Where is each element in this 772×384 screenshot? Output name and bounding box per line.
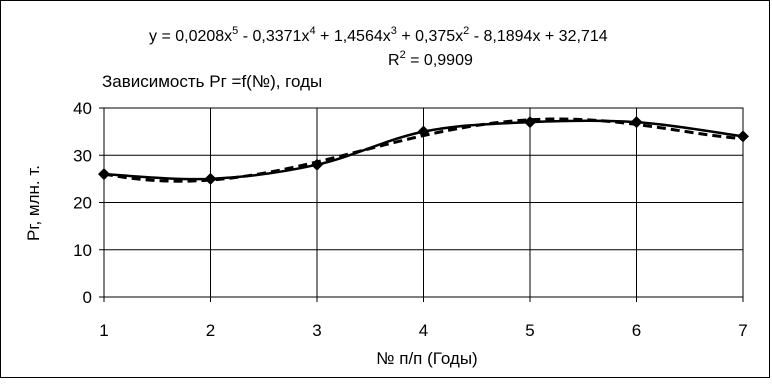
plot-area xyxy=(98,116,749,185)
data-point-marker xyxy=(737,130,749,143)
x-tick-label: 4 xyxy=(419,321,428,340)
y-tick-label: 40 xyxy=(73,99,92,118)
y-tick-labels: 0 10 20 30 40 xyxy=(73,99,92,307)
data-point-marker xyxy=(98,168,110,181)
plot-border xyxy=(103,107,744,298)
x-tick-label: 7 xyxy=(738,321,747,340)
data-point-marker xyxy=(311,158,323,171)
axes xyxy=(99,107,744,302)
x-tick-label: 5 xyxy=(525,321,534,340)
data-point-marker xyxy=(630,116,643,129)
x-tick-labels: 1 2 3 4 5 6 7 xyxy=(99,321,747,340)
y-tick-label: 20 xyxy=(73,194,92,213)
y-axis-label: Рг, млн. т. xyxy=(24,165,43,241)
x-tick-label: 2 xyxy=(206,321,215,340)
y-tick-label: 30 xyxy=(73,146,92,165)
r-squared-label: R2 = 0,9909 xyxy=(388,49,473,69)
y-tick-label: 0 xyxy=(83,288,92,307)
x-tick-label: 1 xyxy=(99,321,108,340)
chart-title: Зависимость Рг =f(№), годы xyxy=(102,72,322,91)
x-axis-label: № п/п (Годы) xyxy=(376,349,477,368)
trendline-equation: y = 0,0208x5 - 0,3371x4 + 1,4564x3 + 0,3… xyxy=(149,25,608,45)
x-tick-label: 6 xyxy=(632,321,641,340)
x-tick-label: 3 xyxy=(312,321,321,340)
data-point-marker xyxy=(524,116,536,129)
y-tick-label: 10 xyxy=(73,241,92,260)
data-point-marker xyxy=(204,172,217,185)
data-point-marker xyxy=(417,125,430,138)
